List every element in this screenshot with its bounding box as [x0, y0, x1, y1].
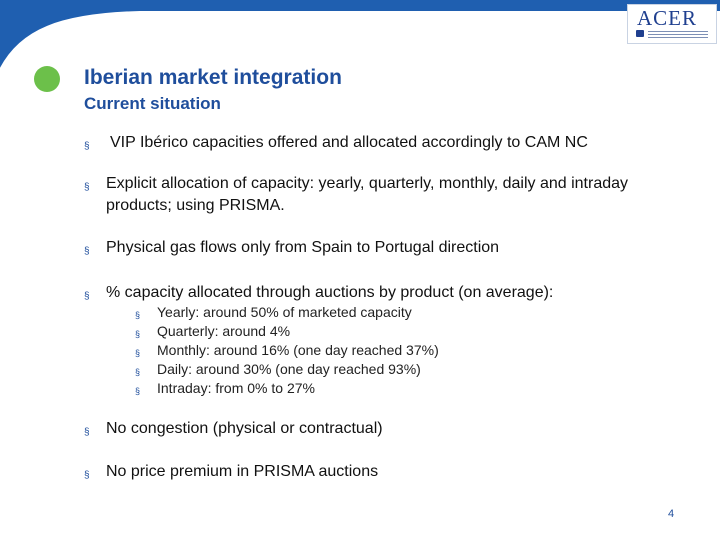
bullet-text: No price premium in PRISMA auctions: [106, 463, 379, 480]
accent-dot: [34, 66, 60, 92]
sub-bullet-marker: §: [135, 367, 141, 377]
header-banner: [0, 0, 720, 70]
logo-wordmark: ACER: [637, 6, 698, 30]
bullet-item: § No congestion (physical or contractual…: [84, 418, 684, 440]
sub-bullet-marker: §: [135, 348, 141, 358]
bullet-text: Explicit allocation of capacity: yearly,…: [106, 175, 629, 214]
bullet-text: No congestion (physical or contractual): [106, 420, 383, 437]
bullet-marker: §: [84, 291, 90, 302]
sub-bullet-item: § Monthly: around 16% (one day reached 3…: [135, 341, 635, 360]
sub-bullet-text: Daily: around 30% (one day reached 93%): [157, 361, 421, 377]
acer-logo: ACER: [627, 4, 717, 44]
slide-title: Iberian market integration: [84, 66, 342, 89]
bullet-item: § No price premium in PRISMA auctions: [84, 461, 684, 483]
eu-flag-icon: [636, 30, 644, 37]
bullet-marker: §: [84, 470, 90, 481]
sub-bullet-marker: §: [135, 386, 141, 396]
sub-bullet-marker: §: [135, 310, 141, 320]
bullet-item: § % capacity allocated through auctions …: [84, 282, 684, 304]
bullet-marker: §: [84, 246, 90, 257]
bullet-text: VIP Ibérico capacities offered and alloc…: [110, 134, 588, 151]
bullet-marker: §: [84, 427, 90, 438]
sub-bullet-text: Quarterly: around 4%: [157, 323, 291, 339]
bullet-marker: §: [84, 141, 90, 152]
sub-bullet-marker: §: [135, 329, 141, 339]
sub-bullet-text: Yearly: around 50% of marketed capacity: [157, 304, 412, 320]
sub-bullet-item: § Quarterly: around 4%: [135, 322, 635, 341]
logo-tagline-graphic: [648, 31, 708, 40]
sub-bullet-item: § Intraday: from 0% to 27%: [135, 379, 635, 398]
bullet-item: § VIP Ibérico capacities offered and all…: [84, 132, 684, 154]
bullet-item: § Explicit allocation of capacity: yearl…: [84, 173, 684, 217]
page-number: 4: [668, 508, 675, 520]
bullet-text: % capacity allocated through auctions by…: [106, 284, 554, 301]
slide-subtitle: Current situation: [84, 94, 221, 113]
bullet-marker: §: [84, 182, 90, 193]
sub-bullet-item: § Daily: around 30% (one day reached 93%…: [135, 360, 635, 379]
bullet-item: § Physical gas flows only from Spain to …: [84, 237, 684, 259]
sub-bullet-text: Monthly: around 16% (one day reached 37%…: [157, 342, 439, 358]
sub-bullet-text: Intraday: from 0% to 27%: [157, 380, 315, 396]
bullet-text: Physical gas flows only from Spain to Po…: [106, 239, 500, 256]
sub-bullet-item: § Yearly: around 50% of marketed capacit…: [135, 303, 635, 322]
